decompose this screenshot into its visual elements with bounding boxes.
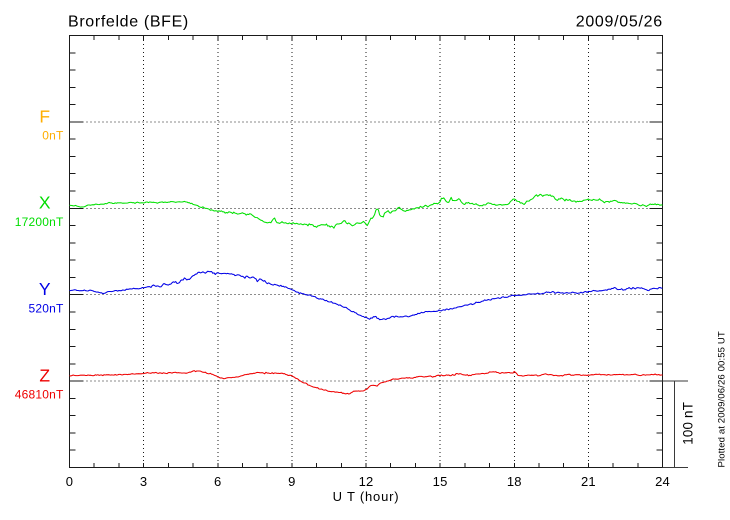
svg-text:100 nT: 100 nT xyxy=(681,402,696,445)
svg-text:2009/05/26: 2009/05/26 xyxy=(576,14,663,31)
svg-text:Z: Z xyxy=(39,366,50,386)
svg-text:18: 18 xyxy=(507,474,522,489)
svg-text:24: 24 xyxy=(655,474,670,489)
svg-text:12: 12 xyxy=(359,474,374,489)
svg-text:Brorfelde (BFE): Brorfelde (BFE) xyxy=(68,14,189,31)
svg-text:15: 15 xyxy=(433,474,448,489)
svg-text:520nT: 520nT xyxy=(28,301,63,315)
svg-text:0nT: 0nT xyxy=(42,129,64,143)
svg-text:X: X xyxy=(39,193,51,213)
svg-text:Plotted at 2009/06/26 00:55 UT: Plotted at 2009/06/26 00:55 UT xyxy=(717,331,728,467)
svg-text:3: 3 xyxy=(140,474,147,489)
svg-text:9: 9 xyxy=(288,474,295,489)
svg-text:Y: Y xyxy=(39,279,51,299)
svg-text:21: 21 xyxy=(581,474,596,489)
svg-text:6: 6 xyxy=(214,474,221,489)
svg-text:0: 0 xyxy=(66,474,73,489)
svg-text:17200nT: 17200nT xyxy=(15,215,64,229)
svg-text:46810nT: 46810nT xyxy=(15,388,64,402)
svg-text:U T (hour): U T (hour) xyxy=(333,489,400,504)
svg-text:F: F xyxy=(39,106,50,126)
